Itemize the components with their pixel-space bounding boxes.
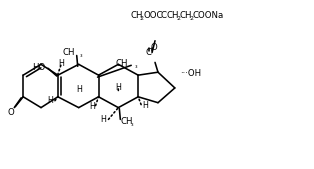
Text: H: H [142, 101, 148, 110]
Text: CH: CH [130, 11, 143, 20]
Text: H: H [47, 96, 53, 105]
Text: OOC: OOC [143, 11, 163, 20]
Text: HO: HO [32, 63, 45, 72]
Text: H: H [58, 59, 64, 68]
Text: C: C [161, 11, 167, 20]
Text: H: H [116, 83, 121, 92]
Text: CH: CH [180, 11, 192, 20]
Text: H: H [100, 115, 106, 124]
Text: O: O [151, 43, 157, 52]
Text: CH: CH [167, 11, 179, 20]
Text: CH: CH [120, 117, 133, 126]
Text: O: O [8, 108, 15, 117]
Text: 2: 2 [140, 16, 143, 21]
Text: ₃: ₃ [130, 122, 133, 127]
Text: ₃: ₃ [80, 53, 82, 58]
Text: CH: CH [116, 59, 128, 68]
Text: CH: CH [62, 48, 75, 57]
Text: COONa: COONa [193, 11, 224, 20]
Text: 2: 2 [176, 16, 180, 21]
Text: H: H [76, 85, 82, 94]
Text: 2: 2 [189, 16, 193, 21]
Text: ···OH: ···OH [180, 69, 201, 78]
Text: C: C [145, 48, 151, 57]
Text: ₃: ₃ [134, 64, 137, 69]
Text: H: H [90, 102, 95, 111]
